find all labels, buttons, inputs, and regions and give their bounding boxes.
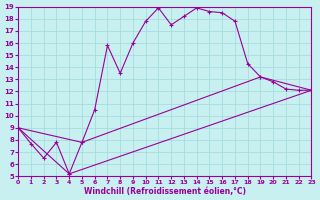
X-axis label: Windchill (Refroidissement éolien,°C): Windchill (Refroidissement éolien,°C) bbox=[84, 187, 246, 196]
